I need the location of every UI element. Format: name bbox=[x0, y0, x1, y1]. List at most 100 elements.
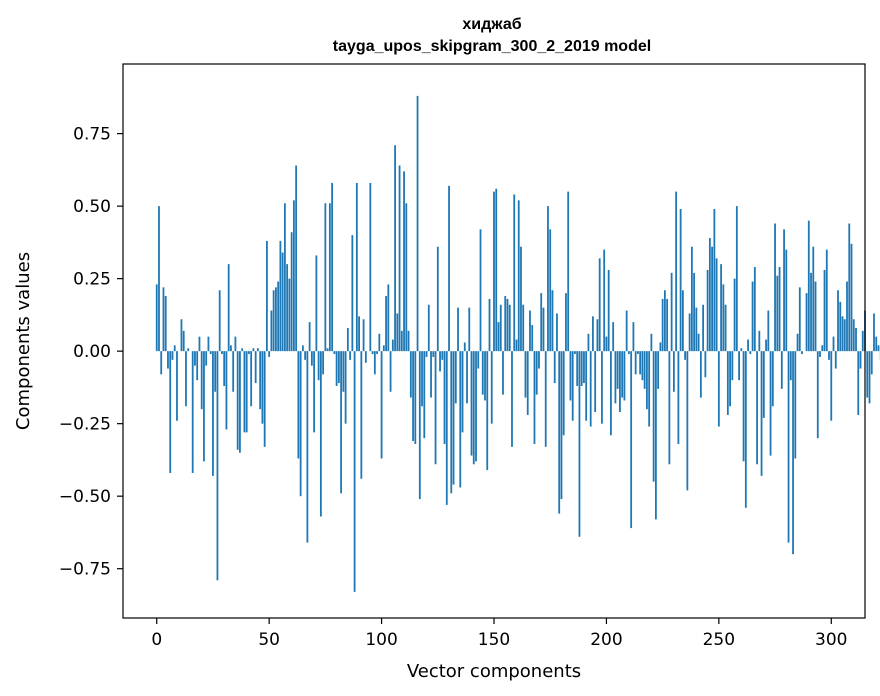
bar-component-235 bbox=[684, 351, 687, 360]
bar-component-316 bbox=[866, 351, 869, 398]
bar-component-198 bbox=[601, 351, 603, 424]
bar-component-123 bbox=[432, 351, 435, 357]
bar-component-302 bbox=[834, 351, 837, 369]
bar-component-58 bbox=[286, 264, 289, 352]
bar-component-147 bbox=[486, 351, 489, 471]
bar-component-267 bbox=[756, 351, 758, 465]
bar-component-206 bbox=[619, 351, 621, 413]
bar-component-186 bbox=[574, 351, 576, 355]
bar-component-234 bbox=[681, 290, 684, 352]
bar-component-264 bbox=[749, 351, 752, 355]
bar-component-226 bbox=[663, 290, 666, 352]
bar-component-108 bbox=[398, 165, 401, 352]
bar-component-25 bbox=[212, 351, 214, 476]
bar-component-169 bbox=[535, 351, 538, 395]
bar-component-109 bbox=[400, 330, 403, 352]
bar-component-95 bbox=[369, 182, 372, 352]
bar-component-139 bbox=[468, 307, 471, 352]
bar-component-196 bbox=[596, 319, 599, 352]
bar-component-115 bbox=[414, 351, 417, 444]
bar-component-189 bbox=[580, 351, 583, 386]
bar-component-317 bbox=[868, 351, 871, 404]
bar-component-301 bbox=[832, 336, 835, 352]
bar-component-105 bbox=[391, 339, 394, 352]
bar-component-293 bbox=[814, 281, 817, 352]
bar-component-183 bbox=[567, 191, 570, 352]
bar-component-60 bbox=[290, 232, 293, 352]
bar-component-121 bbox=[427, 304, 430, 352]
bar-component-140 bbox=[470, 351, 473, 456]
bar-component-318 bbox=[870, 351, 873, 375]
bar-component-39 bbox=[243, 351, 246, 433]
bar-component-211 bbox=[630, 351, 633, 529]
bar-component-178 bbox=[556, 313, 558, 352]
bar-component-44 bbox=[254, 351, 257, 384]
bar-component-132 bbox=[452, 351, 455, 485]
bar-component-27 bbox=[216, 351, 219, 581]
bar-component-225 bbox=[661, 298, 664, 352]
bar-component-223 bbox=[657, 351, 660, 389]
bar-component-254 bbox=[726, 351, 729, 415]
bar-component-256 bbox=[731, 351, 734, 381]
bar-component-195 bbox=[594, 351, 597, 413]
bar-component-104 bbox=[389, 351, 392, 392]
bar-component-252 bbox=[722, 284, 725, 352]
bar-component-149 bbox=[490, 351, 493, 424]
bar-component-134 bbox=[457, 307, 459, 352]
x-axis: 0 50 100 150 200 250 300 bbox=[151, 618, 847, 650]
bar-component-224 bbox=[659, 342, 662, 352]
bar-component-259 bbox=[738, 351, 740, 381]
bar-component-192 bbox=[587, 333, 590, 352]
bar-component-111 bbox=[405, 203, 408, 352]
x-tick-label: 50 bbox=[258, 630, 280, 650]
bar-component-135 bbox=[459, 351, 462, 488]
y-tick-label: 0.75 bbox=[73, 125, 111, 145]
bar-component-131 bbox=[450, 351, 453, 494]
bar-component-306 bbox=[843, 319, 846, 352]
bar-component-255 bbox=[729, 351, 731, 407]
bar-component-113 bbox=[409, 351, 412, 398]
bar-component-246 bbox=[708, 238, 711, 352]
bar-component-38 bbox=[241, 348, 244, 352]
bar-component-8 bbox=[173, 345, 176, 352]
bar-component-228 bbox=[668, 351, 671, 465]
bar-component-272 bbox=[767, 310, 770, 352]
bar-component-91 bbox=[360, 351, 363, 479]
bar-component-287 bbox=[801, 351, 803, 355]
y-tick-label: 0.25 bbox=[73, 270, 111, 290]
bar-component-171 bbox=[540, 293, 543, 352]
y-axis: −0.75 −0.50 −0.25 0.00 0.25 0.50 0.75 bbox=[59, 125, 123, 580]
bar-component-153 bbox=[499, 304, 502, 352]
bar-component-17 bbox=[194, 351, 196, 366]
bar-component-56 bbox=[281, 252, 284, 352]
bar-component-274 bbox=[771, 351, 774, 407]
bar-component-314 bbox=[861, 330, 864, 352]
bar-component-222 bbox=[654, 351, 657, 520]
x-tick-label: 300 bbox=[815, 630, 847, 650]
bar-component-278 bbox=[780, 351, 783, 389]
bar-component-160 bbox=[515, 339, 518, 352]
bar-component-163 bbox=[522, 304, 525, 352]
bar-component-151 bbox=[495, 188, 498, 352]
bar-component-92 bbox=[362, 319, 365, 352]
bar-component-68 bbox=[308, 322, 311, 352]
bar-component-298 bbox=[825, 249, 828, 352]
bar-component-161 bbox=[517, 200, 520, 352]
bar-component-155 bbox=[504, 296, 507, 352]
bar-component-66 bbox=[304, 351, 307, 360]
bar-component-83 bbox=[342, 351, 345, 392]
bar-component-207 bbox=[621, 351, 624, 398]
bar-component-191 bbox=[585, 351, 588, 421]
bar-component-32 bbox=[227, 264, 230, 352]
bar-component-289 bbox=[805, 293, 808, 352]
bar-component-170 bbox=[538, 351, 540, 369]
bar-component-43 bbox=[252, 348, 255, 352]
bar-component-285 bbox=[796, 333, 799, 352]
bar-component-101 bbox=[382, 345, 385, 352]
bar-component-102 bbox=[385, 296, 387, 352]
bar-component-277 bbox=[778, 267, 781, 352]
bar-component-307 bbox=[846, 281, 848, 352]
bar-component-21 bbox=[203, 351, 205, 462]
bar-component-154 bbox=[502, 351, 504, 395]
